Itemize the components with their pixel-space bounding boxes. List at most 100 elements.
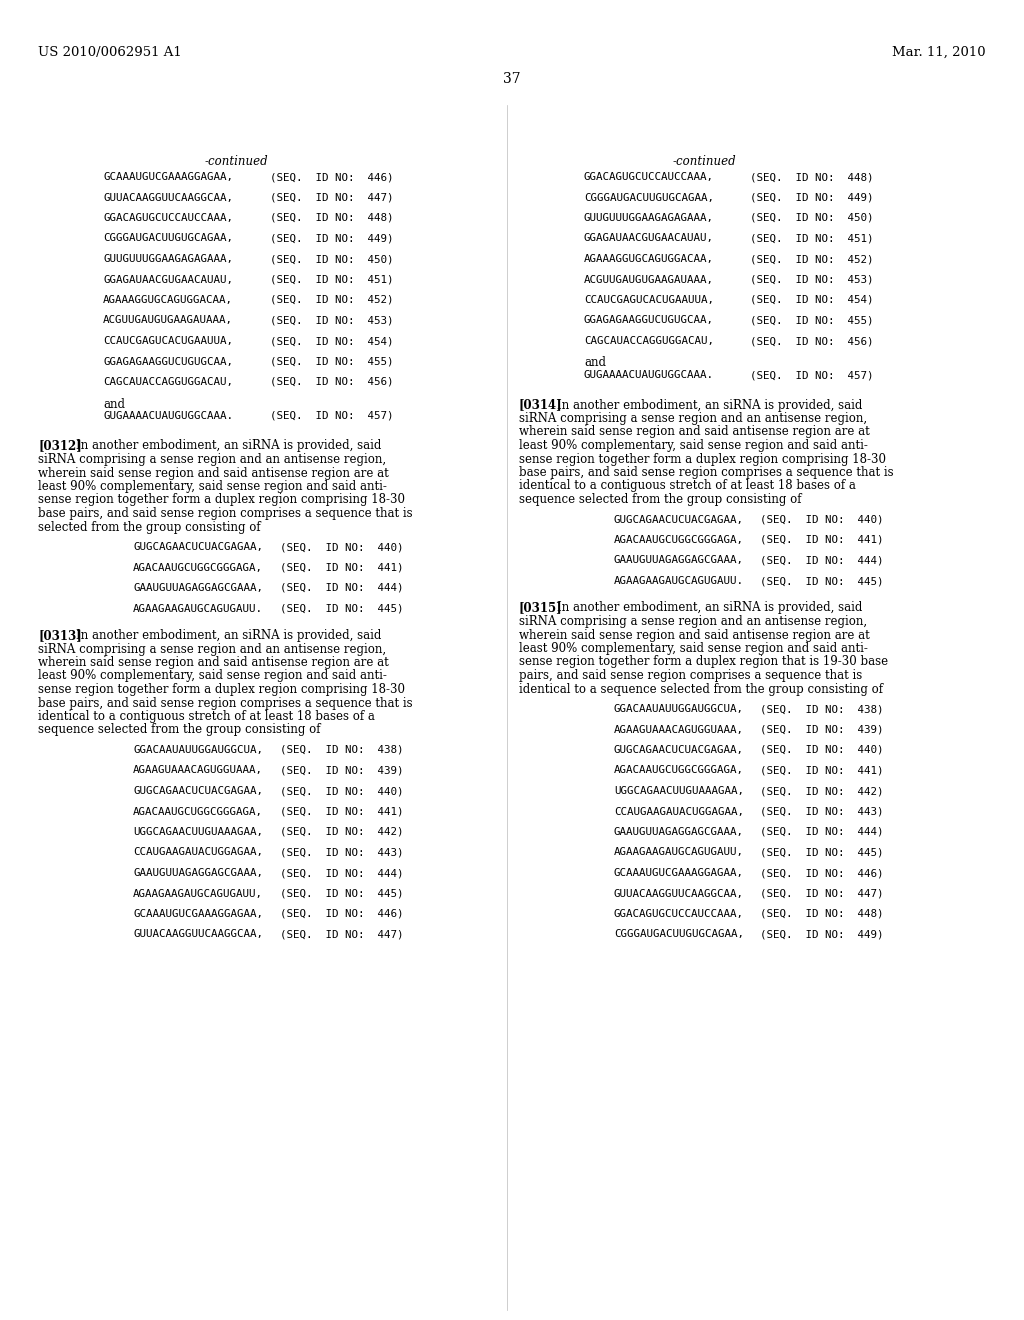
Text: (SEQ.  ID NO:  457): (SEQ. ID NO: 457) [270,411,393,421]
Text: GCAAAUGUCGAAAGGAGAA,: GCAAAUGUCGAAAGGAGAA, [103,172,233,182]
Text: GUUGUUUGGAAGAGAGAAA,: GUUGUUUGGAAGAGAGAAA, [584,213,714,223]
Text: GGACAAUAUUGGAUGGCUA,: GGACAAUAUUGGAUGGCUA, [133,744,263,755]
Text: -continued: -continued [673,154,736,168]
Text: [0312]: [0312] [38,440,82,453]
Text: (SEQ.  ID NO:  450): (SEQ. ID NO: 450) [270,253,393,264]
Text: (SEQ.  ID NO:  457): (SEQ. ID NO: 457) [750,370,873,380]
Text: least 90% complementary, said sense region and said anti-: least 90% complementary, said sense regi… [519,642,868,655]
Text: (SEQ.  ID NO:  446): (SEQ. ID NO: 446) [280,909,403,919]
Text: base pairs, and said sense region comprises a sequence that is: base pairs, and said sense region compri… [38,507,413,520]
Text: AGAAGAAGAUGCAGUGAUU,: AGAAGAAGAUGCAGUGAUU, [133,888,263,899]
Text: GUGCAGAACUCUACGAGAA,: GUGCAGAACUCUACGAGAA, [133,543,263,552]
Text: (SEQ.  ID NO:  455): (SEQ. ID NO: 455) [270,356,393,367]
Text: ACGUUGAUGUGAAGAUAAA,: ACGUUGAUGUGAAGAUAAA, [584,275,714,285]
Text: (SEQ.  ID NO:  445): (SEQ. ID NO: 445) [280,603,403,614]
Text: CGGGAUGACUUGUGCAGAA,: CGGGAUGACUUGUGCAGAA, [103,234,233,243]
Text: (SEQ.  ID NO:  455): (SEQ. ID NO: 455) [750,315,873,326]
Text: AGACAAUGCUGGCGGGAGA,: AGACAAUGCUGGCGGGAGA, [614,766,744,776]
Text: (SEQ.  ID NO:  444): (SEQ. ID NO: 444) [760,828,884,837]
Text: 37: 37 [503,73,521,86]
Text: (SEQ.  ID NO:  440): (SEQ. ID NO: 440) [280,785,403,796]
Text: (SEQ.  ID NO:  449): (SEQ. ID NO: 449) [760,929,884,940]
Text: and: and [584,356,606,370]
Text: least 90% complementary, said sense region and said anti-: least 90% complementary, said sense regi… [38,669,387,682]
Text: (SEQ.  ID NO:  445): (SEQ. ID NO: 445) [280,888,403,899]
Text: (SEQ.  ID NO:  456): (SEQ. ID NO: 456) [270,378,393,387]
Text: wherein said sense region and said antisense region are at: wherein said sense region and said antis… [38,656,389,669]
Text: [0313]: [0313] [38,630,82,642]
Text: and: and [103,397,125,411]
Text: CAGCAUACCAGGUGGACAU,: CAGCAUACCAGGUGGACAU, [584,337,714,346]
Text: sequence selected from the group consisting of: sequence selected from the group consist… [519,492,802,506]
Text: wherein said sense region and said antisense region are at: wherein said sense region and said antis… [38,466,389,479]
Text: GCAAAUGUCGAAAGGAGAA,: GCAAAUGUCGAAAGGAGAA, [133,909,263,919]
Text: [0314]: [0314] [519,399,562,412]
Text: GUGCAGAACUCUACGAGAA,: GUGCAGAACUCUACGAGAA, [614,515,744,524]
Text: AGACAAUGCUGGCGGGAGA,: AGACAAUGCUGGCGGGAGA, [133,562,263,573]
Text: (SEQ.  ID NO:  456): (SEQ. ID NO: 456) [750,337,873,346]
Text: (SEQ.  ID NO:  443): (SEQ. ID NO: 443) [760,807,884,817]
Text: GUUGUUUGGAAGAGAGAAA,: GUUGUUUGGAAGAGAGAAA, [103,253,233,264]
Text: wherein said sense region and said antisense region are at: wherein said sense region and said antis… [519,628,869,642]
Text: (SEQ.  ID NO:  452): (SEQ. ID NO: 452) [750,253,873,264]
Text: (SEQ.  ID NO:  440): (SEQ. ID NO: 440) [760,744,884,755]
Text: siRNA comprising a sense region and an antisense region,: siRNA comprising a sense region and an a… [38,453,386,466]
Text: GUGCAGAACUCUACGAGAA,: GUGCAGAACUCUACGAGAA, [614,744,744,755]
Text: CCAUCGAGUCACUGAAUUA,: CCAUCGAGUCACUGAAUUA, [584,294,714,305]
Text: GUUACAAGGUUCAAGGCAA,: GUUACAAGGUUCAAGGCAA, [133,929,263,940]
Text: GUUACAAGGUUCAAGGCAA,: GUUACAAGGUUCAAGGCAA, [103,193,233,202]
Text: (SEQ.  ID NO:  444): (SEQ. ID NO: 444) [760,556,884,565]
Text: AGAAGAAGAUGCAGUGAUU,: AGAAGAAGAUGCAGUGAUU, [614,847,744,858]
Text: (SEQ.  ID NO:  448): (SEQ. ID NO: 448) [270,213,393,223]
Text: (SEQ.  ID NO:  450): (SEQ. ID NO: 450) [750,213,873,223]
Text: (SEQ.  ID NO:  448): (SEQ. ID NO: 448) [750,172,873,182]
Text: CCAUGAAGAUACUGGAGAA,: CCAUGAAGAUACUGGAGAA, [614,807,744,817]
Text: GAAUGUUAGAGGAGCGAAA,: GAAUGUUAGAGGAGCGAAA, [614,556,744,565]
Text: (SEQ.  ID NO:  445): (SEQ. ID NO: 445) [760,847,884,858]
Text: (SEQ.  ID NO:  441): (SEQ. ID NO: 441) [760,766,884,776]
Text: GUGCAGAACUCUACGAGAA,: GUGCAGAACUCUACGAGAA, [133,785,263,796]
Text: AGAAGUAAACAGUGGUAAA,: AGAAGUAAACAGUGGUAAA, [614,725,744,734]
Text: GAAUGUUAGAGGAGCGAAA,: GAAUGUUAGAGGAGCGAAA, [133,869,263,878]
Text: US 2010/0062951 A1: US 2010/0062951 A1 [38,46,181,59]
Text: (SEQ.  ID NO:  447): (SEQ. ID NO: 447) [280,929,403,940]
Text: (SEQ.  ID NO:  445): (SEQ. ID NO: 445) [760,576,884,586]
Text: (SEQ.  ID NO:  440): (SEQ. ID NO: 440) [280,543,403,552]
Text: (SEQ.  ID NO:  441): (SEQ. ID NO: 441) [280,562,403,573]
Text: In another embodiment, an siRNA is provided, said: In another embodiment, an siRNA is provi… [557,399,862,412]
Text: In another embodiment, an siRNA is provided, said: In another embodiment, an siRNA is provi… [76,440,381,453]
Text: wherein said sense region and said antisense region are at: wherein said sense region and said antis… [519,425,869,438]
Text: (SEQ.  ID NO:  447): (SEQ. ID NO: 447) [270,193,393,202]
Text: GUGAAAACUAUGUGGCAAA.: GUGAAAACUAUGUGGCAAA. [103,411,233,421]
Text: AGACAAUGCUGGCGGGAGA,: AGACAAUGCUGGCGGGAGA, [133,807,263,817]
Text: AGAAGAAGAUGCAGUGAUU.: AGAAGAAGAUGCAGUGAUU. [614,576,744,586]
Text: GGAGAGAAGGUCUGUGCAA,: GGAGAGAAGGUCUGUGCAA, [103,356,233,367]
Text: pairs, and said sense region comprises a sequence that is: pairs, and said sense region comprises a… [519,669,862,682]
Text: siRNA comprising a sense region and an antisense region,: siRNA comprising a sense region and an a… [38,643,386,656]
Text: UGGCAGAACUUGUAAAGAA,: UGGCAGAACUUGUAAAGAA, [133,828,263,837]
Text: In another embodiment, an siRNA is provided, said: In another embodiment, an siRNA is provi… [557,602,862,615]
Text: identical to a contiguous stretch of at least 18 bases of a: identical to a contiguous stretch of at … [38,710,375,723]
Text: sense region together form a duplex region that is 19-30 base: sense region together form a duplex regi… [519,656,888,668]
Text: sense region together form a duplex region comprising 18-30: sense region together form a duplex regi… [38,682,406,696]
Text: (SEQ.  ID NO:  440): (SEQ. ID NO: 440) [760,515,884,524]
Text: (SEQ.  ID NO:  439): (SEQ. ID NO: 439) [280,766,403,776]
Text: sense region together form a duplex region comprising 18-30: sense region together form a duplex regi… [519,453,886,466]
Text: AGAAAGGUGCAGUGGACAA,: AGAAAGGUGCAGUGGACAA, [103,294,233,305]
Text: (SEQ.  ID NO:  451): (SEQ. ID NO: 451) [750,234,873,243]
Text: GUGAAAACUAUGUGGCAAA.: GUGAAAACUAUGUGGCAAA. [584,370,714,380]
Text: (SEQ.  ID NO:  453): (SEQ. ID NO: 453) [270,315,393,326]
Text: identical to a contiguous stretch of at least 18 bases of a: identical to a contiguous stretch of at … [519,479,856,492]
Text: identical to a sequence selected from the group consisting of: identical to a sequence selected from th… [519,682,883,696]
Text: CAGCAUACCAGGUGGACAU,: CAGCAUACCAGGUGGACAU, [103,378,233,387]
Text: GGAGAGAAGGUCUGUGCAA,: GGAGAGAAGGUCUGUGCAA, [584,315,714,326]
Text: UGGCAGAACUUGUAAAGAA,: UGGCAGAACUUGUAAAGAA, [614,785,744,796]
Text: GGAGAUAACGUGAACAUAU,: GGAGAUAACGUGAACAUAU, [103,275,233,285]
Text: selected from the group consisting of: selected from the group consisting of [38,520,261,533]
Text: GUUACAAGGUUCAAGGCAA,: GUUACAAGGUUCAAGGCAA, [614,888,744,899]
Text: siRNA comprising a sense region and an antisense region,: siRNA comprising a sense region and an a… [519,615,867,628]
Text: AGAAAGGUGCAGUGGACAA,: AGAAAGGUGCAGUGGACAA, [584,253,714,264]
Text: -continued: -continued [205,154,268,168]
Text: (SEQ.  ID NO:  444): (SEQ. ID NO: 444) [280,583,403,593]
Text: GGACAGUGCUCCAUCCAAA,: GGACAGUGCUCCAUCCAAA, [584,172,714,182]
